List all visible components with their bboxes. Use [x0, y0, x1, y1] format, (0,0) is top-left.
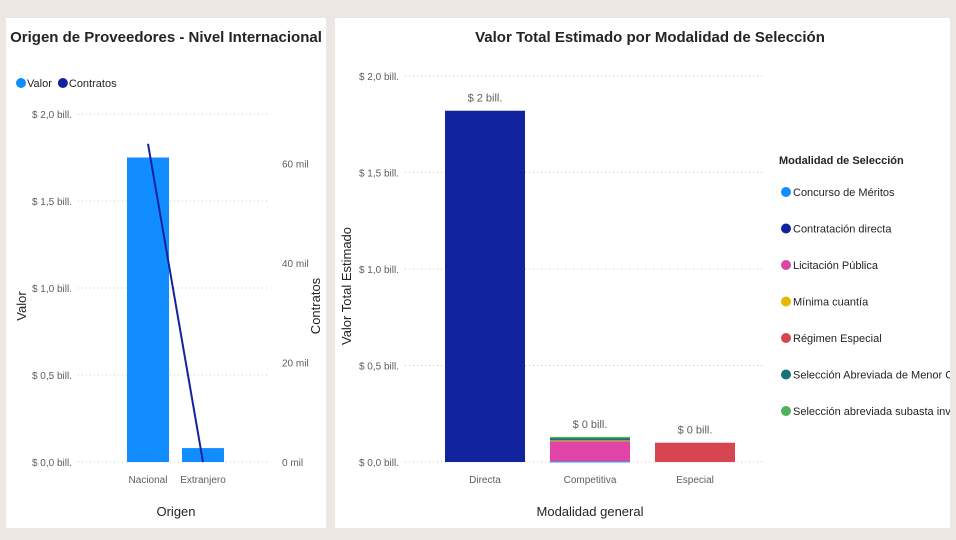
- legend-title: Modalidad de Selección: [779, 155, 904, 167]
- chart-title: Origen de Proveedores - Nivel Internacio…: [10, 29, 322, 46]
- bar-2-4: [655, 442, 735, 462]
- legend-item-4: Régimen Especial: [793, 333, 882, 345]
- y-axis-title: Valor: [14, 291, 29, 321]
- legend-swatch-1: [57, 78, 68, 88]
- y-axis-title: Valor Total Estimado: [339, 227, 354, 345]
- legend-item-1: Contratos: [69, 78, 117, 90]
- legend-item-1: Contratación directa: [793, 224, 892, 236]
- bar-1-5: [550, 438, 630, 441]
- bar-0-1: [445, 110, 525, 463]
- legend-swatch-4: [781, 333, 791, 343]
- legend[interactable]: Valor Contratos: [16, 78, 117, 90]
- y-tick-label: $ 1,5 bill.: [32, 197, 72, 208]
- y-tick-label: $ 1,5 bill.: [359, 169, 399, 180]
- x-tick-label: Extranjero: [180, 475, 226, 486]
- y-tick-label: $ 0,5 bill.: [32, 371, 72, 382]
- legend-swatch-0: [16, 78, 26, 88]
- bars: [127, 157, 224, 462]
- bar-1-3: [550, 440, 630, 442]
- legend-swatch-5: [781, 369, 791, 380]
- legend[interactable]: Concurso de Méritos Contratación directa L…: [781, 187, 950, 418]
- data-label-2: $ 0 bill.: [678, 425, 713, 437]
- bar-1: [182, 448, 224, 462]
- y2-tick-label: 60 mil: [282, 160, 309, 171]
- x-axis-ticks: Directa Competitiva Especial: [469, 475, 714, 486]
- y-axis-ticks: $ 0,0 bill. $ 0,5 bill. $ 1,0 bill. $ 1,5 b…: [359, 72, 399, 469]
- legend-item-0: Concurso de Méritos: [793, 187, 895, 199]
- chart-title: Valor Total Estimado por Modalidad de Se…: [475, 29, 825, 46]
- bar-1-6: [550, 436, 630, 439]
- bars: [445, 110, 735, 463]
- y2-tick-label: 40 mil: [282, 259, 309, 270]
- legend-item-3: Mínima cuantía: [793, 297, 869, 309]
- legend-item-2: Licitación Pública: [793, 260, 879, 272]
- bar-1-0: [550, 461, 630, 463]
- y-tick-label: $ 0,5 bill.: [359, 362, 399, 373]
- legend-item-0: Valor: [27, 78, 52, 90]
- data-label-1: $ 0 bill.: [573, 419, 608, 431]
- x-axis-title: Origen: [156, 504, 195, 519]
- legend-swatch-2: [781, 260, 791, 270]
- legend-item-6: Selección abreviada subasta inversa: [793, 406, 950, 418]
- y2-tick-label: 0 mil: [282, 458, 303, 469]
- legend-swatch-3: [781, 296, 791, 307]
- y-axis-ticks: $ 0,0 bill. $ 0,5 bill. $ 1,0 bill. $ 1,5 b…: [32, 110, 72, 469]
- chart-panel-origen: Origen de Proveedores - Nivel Internacio…: [6, 18, 326, 528]
- line-contratos: [147, 143, 204, 463]
- y-tick-label: $ 0,0 bill.: [359, 458, 399, 469]
- x-axis-ticks: Nacional Extranjero: [129, 475, 227, 486]
- y2-axis-ticks: 0 mil 20 mil 40 mil 60 mil: [282, 160, 309, 469]
- x-axis-title: Modalidad general: [537, 504, 644, 519]
- x-tick-label: Especial: [676, 475, 714, 486]
- chart-origen-proveedores: Origen de Proveedores - Nivel Internacio…: [10, 29, 323, 519]
- y-tick-label: $ 2,0 bill.: [32, 110, 72, 121]
- legend-swatch-1: [781, 223, 791, 234]
- x-tick-label: Competitiva: [564, 475, 617, 486]
- y2-tick-label: 20 mil: [282, 359, 309, 370]
- bar-0: [127, 157, 169, 462]
- data-label-0: $ 2 bill.: [468, 93, 503, 105]
- y-tick-label: $ 2,0 bill.: [359, 72, 399, 83]
- y-tick-label: $ 1,0 bill.: [32, 284, 72, 295]
- legend-swatch-6: [781, 406, 791, 416]
- y-tick-label: $ 1,0 bill.: [359, 265, 399, 276]
- bar-1-2: [550, 441, 630, 462]
- data-labels: $ 2 bill. $ 0 bill. $ 0 bill.: [468, 93, 713, 437]
- y2-axis-title: Contratos: [308, 277, 323, 334]
- line-series: [147, 143, 204, 463]
- chart-valor-modalidad: Valor Total Estimado por Modalidad de Se…: [339, 29, 950, 519]
- x-tick-label: Nacional: [129, 475, 168, 486]
- chart-panel-modalidad: Valor Total Estimado por Modalidad de Se…: [335, 18, 950, 528]
- y-tick-label: $ 0,0 bill.: [32, 458, 72, 469]
- legend-item-5: Selección Abreviada de Menor Cuantía: [793, 370, 950, 382]
- x-tick-label: Directa: [469, 475, 501, 486]
- legend-swatch-0: [781, 187, 791, 197]
